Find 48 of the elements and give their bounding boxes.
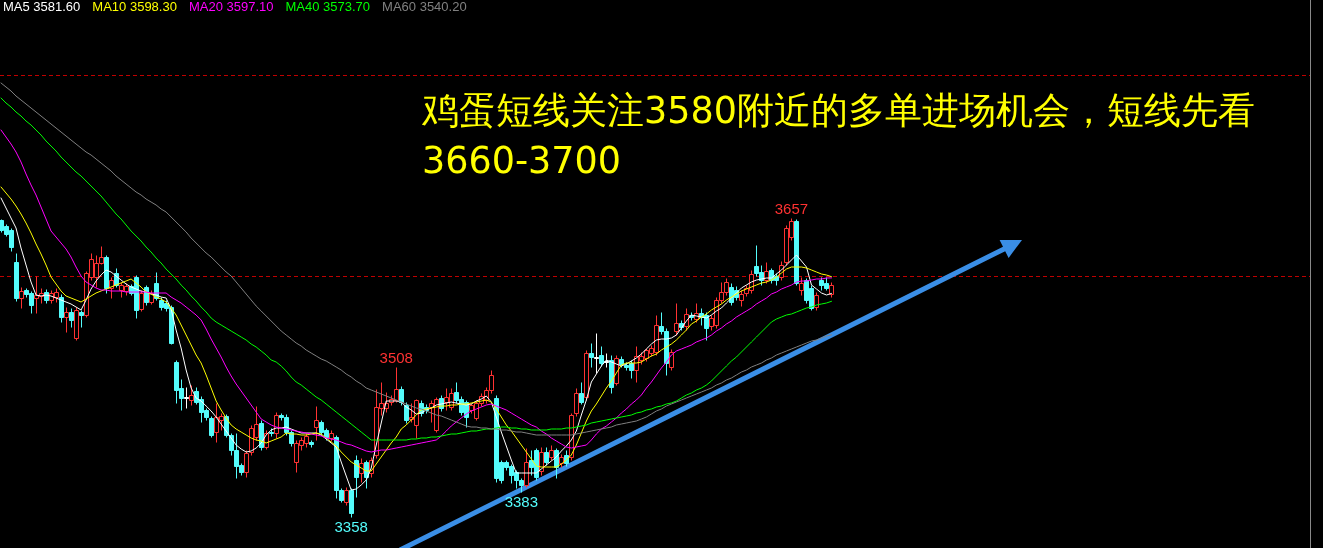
candlestick [594,333,599,374]
candlestick [344,487,349,506]
text: MA20 3597.10 [188,0,274,14]
candlestick [14,253,19,302]
text: MA60 3540.20 [382,0,467,14]
candlestick [524,448,529,488]
candlestick [739,290,744,307]
candlestick [269,428,274,437]
annotation: 3383 [504,493,538,510]
candlestick [244,450,249,478]
candlestick [314,406,319,441]
candlestick [209,416,214,438]
candlestick [184,387,189,409]
candlestick [79,310,84,328]
candlestick [19,287,24,309]
annotation: 3508 [379,349,413,366]
candlestick [604,353,609,368]
text: MA40 3573.70 [285,0,371,14]
candlestick [544,447,549,466]
candlestick [404,402,409,424]
candlestick [829,282,834,298]
candlestick [349,488,354,518]
text: MA5 3581.60 [3,0,81,14]
candlestick [189,385,194,406]
candlestick [794,219,799,286]
candlestick [354,455,359,498]
candlestick [599,346,604,367]
candlestick [799,277,804,296]
candlestick [584,350,589,401]
candlestick [74,307,79,341]
candlestick [549,445,554,461]
annotation: 3358 [334,518,368,535]
candlestick [329,430,334,442]
candlestick [814,292,819,311]
candlestick [674,303,679,336]
candlestick [579,382,584,405]
candlestick [64,307,69,333]
candlestick [59,294,64,323]
candlestick [309,440,314,448]
candlestick [574,388,579,417]
candlestick [69,308,74,328]
text: 鸡蛋短线关注3580附近的多单进场机会，短线先看3660-3700 [422,88,1256,184]
candlestick [589,343,594,368]
candlestick [394,367,399,403]
annotation: 3657 [774,200,809,217]
candlestick [139,290,144,312]
candlestick [104,255,109,294]
text: MA10 3598.30 [92,0,177,14]
